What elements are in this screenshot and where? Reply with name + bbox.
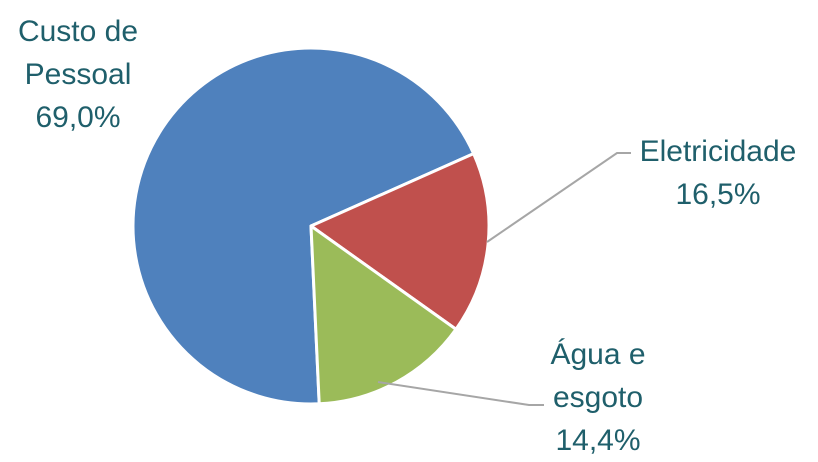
data-label-category: Pessoal [25, 58, 132, 91]
data-label-category: esgoto [553, 381, 643, 414]
pie-slice-2 [309, 224, 458, 406]
leader-line-2 [377, 381, 544, 406]
data-label-0: Custo de Pessoal 69,0% [18, 15, 138, 134]
pie-slice-0 [131, 46, 476, 406]
pie-slice-1 [309, 152, 491, 331]
data-label-category: Eletricidade [640, 135, 797, 168]
data-label-value: 69,0% [35, 101, 120, 134]
data-label-1: Eletricidade 16,5% [640, 135, 797, 211]
leader-line-1 [486, 152, 631, 243]
data-label-value: 16,5% [675, 178, 760, 211]
data-label-2: Água e esgoto 14,4% [550, 338, 645, 457]
data-label-value: 14,4% [555, 424, 640, 457]
data-label-category: Água e [550, 338, 645, 371]
data-label-category: Custo de [18, 15, 138, 48]
